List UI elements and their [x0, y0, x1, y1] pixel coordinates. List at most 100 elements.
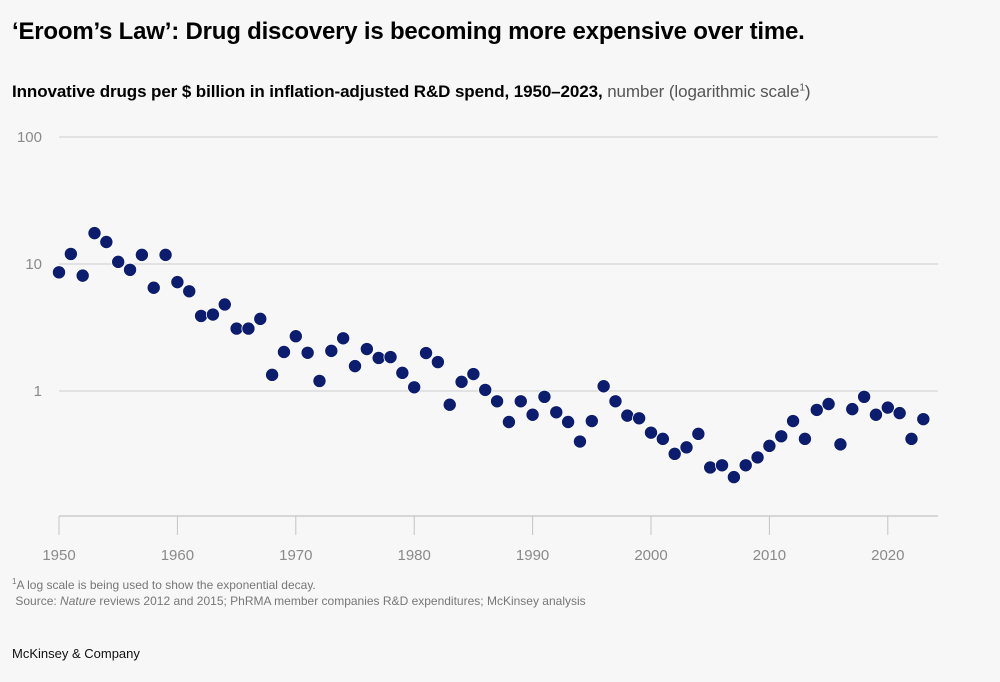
data-point-1975: [347, 359, 362, 374]
data-point-2002: [667, 446, 682, 461]
data-point-1994: [572, 434, 587, 449]
data-point-1987: [490, 394, 505, 409]
data-point-1976: [359, 342, 374, 357]
brand-logo-text: McKinsey & Company: [12, 646, 140, 661]
data-point-1983: [442, 397, 457, 412]
source-rest: reviews 2012 and 2015; PhRMA member comp…: [96, 594, 586, 608]
data-points: [52, 226, 931, 485]
subtitle-unit: number (logarithmic scale: [602, 82, 800, 101]
subtitle-bold: Innovative drugs per $ billion in inflat…: [12, 82, 603, 101]
source-prefix: Source:: [15, 594, 61, 608]
y-tick-label: 1: [34, 383, 42, 400]
data-point-2013: [797, 431, 812, 446]
data-point-2009: [750, 450, 765, 465]
data-point-1998: [620, 408, 635, 423]
data-point-2007: [726, 470, 741, 485]
data-point-2015: [821, 397, 836, 412]
data-point-1992: [549, 405, 564, 420]
data-point-2021: [892, 406, 907, 421]
footnote-text: A log scale is being used to show the ex…: [16, 578, 316, 592]
chart-title: ‘Eroom’s Law’: Drug discovery is becomin…: [12, 18, 805, 45]
data-point-1985: [466, 367, 481, 382]
data-point-1996: [596, 379, 611, 394]
data-point-1958: [146, 280, 161, 295]
data-point-2011: [774, 429, 789, 444]
data-point-1997: [608, 394, 623, 409]
data-point-1964: [217, 297, 232, 312]
subtitle-footnote-marker: 1: [799, 82, 805, 94]
chart-subtitle: Innovative drugs per $ billion in inflat…: [12, 82, 810, 102]
data-point-2023: [916, 412, 931, 427]
data-point-1982: [430, 355, 445, 370]
data-point-1966: [241, 321, 256, 336]
data-point-1959: [158, 247, 173, 262]
data-point-1961: [182, 284, 197, 299]
footnote-marker: 1: [12, 577, 17, 586]
data-point-2020: [880, 400, 895, 415]
log-scale-note: 1A log scale is being used to show the e…: [12, 574, 586, 593]
data-point-2016: [833, 437, 848, 452]
x-axis: 1950 1960 1970 1980 1990 2000 2010 2020: [42, 515, 938, 564]
data-point-2004: [691, 426, 706, 441]
data-point-2005: [703, 460, 718, 475]
data-point-1955: [111, 254, 126, 269]
x-tick-label: 1950: [42, 547, 75, 564]
x-tick-label: 1960: [161, 547, 194, 564]
y-axis: 100 10 1: [17, 129, 42, 400]
data-point-2010: [762, 438, 777, 453]
data-point-1953: [87, 226, 102, 241]
data-point-1978: [383, 350, 398, 365]
x-tick-label: 1980: [398, 547, 431, 564]
data-point-2000: [644, 425, 659, 440]
data-point-2001: [655, 431, 670, 446]
x-tick-label: 2020: [871, 547, 904, 564]
data-point-1999: [632, 411, 647, 426]
data-point-2019: [868, 407, 883, 422]
data-point-1972: [312, 373, 327, 388]
data-point-2014: [809, 402, 824, 417]
data-point-2017: [845, 402, 860, 417]
data-point-2022: [904, 431, 919, 446]
source-italic: Nature: [60, 594, 97, 608]
data-point-1991: [537, 389, 552, 404]
data-point-1967: [253, 311, 268, 326]
data-point-2012: [786, 414, 801, 429]
data-point-1984: [454, 374, 469, 389]
data-point-1963: [205, 307, 220, 322]
source-note: Source: Nature reviews 2012 and 2015; Ph…: [12, 593, 586, 609]
data-point-1957: [134, 247, 149, 262]
data-point-1988: [501, 415, 516, 430]
data-point-1990: [525, 407, 540, 422]
y-tick-label: 10: [25, 256, 42, 273]
data-point-1981: [419, 346, 434, 361]
data-point-2003: [679, 440, 694, 455]
subtitle-close: ): [804, 82, 811, 101]
data-point-1952: [75, 268, 90, 283]
data-point-1965: [229, 321, 244, 336]
x-tick-label: 2010: [753, 547, 786, 564]
data-point-1970: [288, 329, 303, 344]
y-tick-label: 100: [17, 129, 42, 146]
data-point-1960: [170, 275, 185, 290]
data-point-1971: [300, 345, 315, 360]
data-point-1989: [513, 394, 528, 409]
data-point-1962: [194, 308, 209, 323]
gridlines: [59, 136, 938, 392]
data-point-1974: [336, 331, 351, 346]
data-point-1968: [265, 367, 280, 382]
data-point-2006: [715, 458, 730, 473]
data-point-1986: [478, 382, 493, 397]
x-tick-label: 1990: [516, 547, 549, 564]
data-point-1980: [407, 380, 422, 395]
x-tick-label: 2000: [634, 547, 667, 564]
data-point-1979: [395, 365, 410, 380]
data-point-1951: [63, 246, 78, 261]
data-point-1954: [99, 235, 114, 250]
data-point-2018: [857, 389, 872, 404]
data-point-1956: [123, 262, 138, 277]
data-point-1969: [276, 344, 291, 359]
data-point-2008: [738, 458, 753, 473]
data-point-1977: [371, 350, 386, 365]
footnotes: 1A log scale is being used to show the e…: [12, 574, 586, 609]
x-tick-label: 1970: [279, 547, 312, 564]
